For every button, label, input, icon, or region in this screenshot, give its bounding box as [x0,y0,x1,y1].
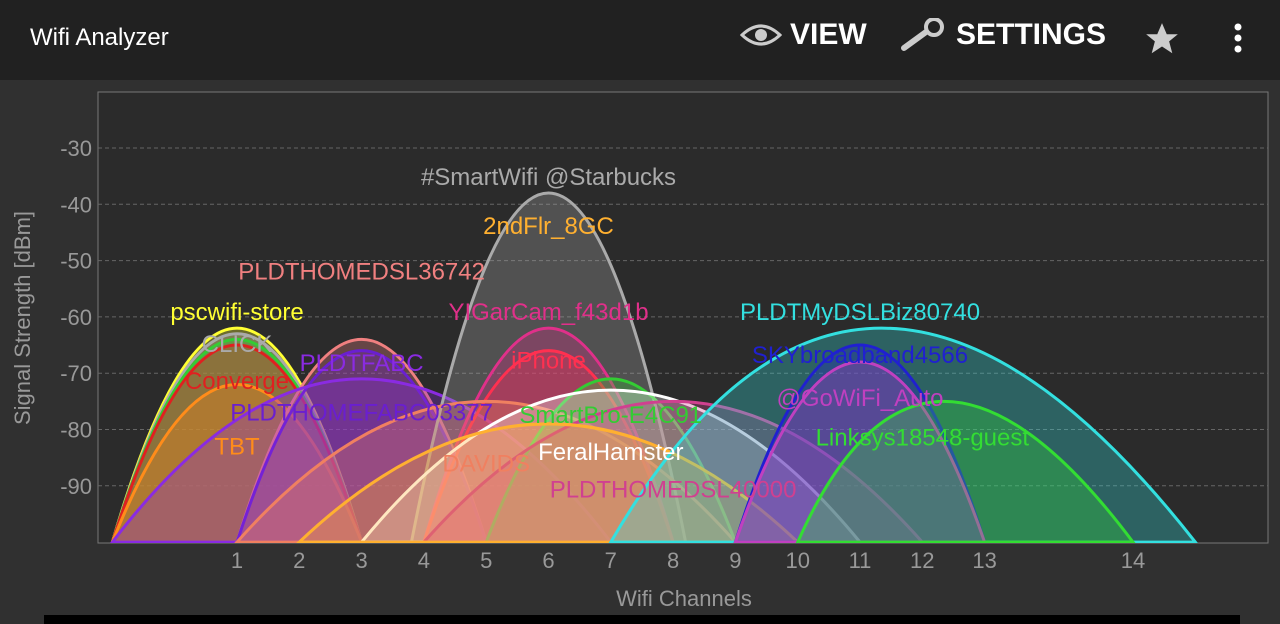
y-tick-label: -80 [60,418,92,443]
star-icon[interactable] [1142,20,1182,58]
app-title: Wifi Analyzer [30,24,169,51]
network-label: PLDTHOMEDSL40000 [550,476,797,503]
x-tick-label: 6 [542,548,554,573]
x-tick-label: 3 [355,548,367,573]
x-tick-label: 4 [418,548,430,573]
settings-label: SETTINGS [956,18,1107,51]
more-vert-icon[interactable] [1230,22,1246,54]
network-label: PLDTFABC [300,350,424,377]
x-tick-label: 2 [293,548,305,573]
network-arc [109,377,614,543]
network-arc [484,377,738,543]
y-tick-label: -60 [60,305,92,330]
network-arc [733,360,987,543]
network-arc [358,388,863,543]
network-label: @GoWiFi_Auto [776,385,943,412]
plot-area [97,91,1269,544]
app-bar: Wifi Analyzer VIEW SETTINGS [0,0,1280,80]
network-label: PLDTHOMEFABC03377 [230,400,493,427]
settings-button[interactable]: SETTINGS [900,18,1106,52]
x-tick-label: 11 [849,548,872,573]
network-arc [296,422,801,543]
eye-icon [740,24,782,46]
network-label: Linksys18548-guest [816,424,1030,451]
x-tick-label: 10 [785,548,809,573]
network-label: SKYbroadband4566 [752,342,968,369]
x-tick-label: 12 [910,548,934,573]
network-label: SmartBro-E4C91 [519,402,702,429]
x-tick-label: 5 [480,548,492,573]
network-label: CLICK [202,331,273,358]
network-arc [234,399,739,543]
network-label: DAVIDS [442,450,530,477]
network-label: TBT [214,433,260,460]
x-tick-label: 13 [972,548,996,573]
network-label: 2ndFlr_8GC [483,213,614,240]
y-tick-label: -30 [60,136,92,161]
x-tick-label: 8 [667,548,679,573]
network-label: FeralHamster [538,439,683,466]
network-arc [110,382,364,543]
wrench-icon [901,18,944,51]
ad-banner[interactable] [44,615,1240,624]
network-label: Converge [185,368,289,395]
network-label: PLDTHOMEDSL36742 [238,258,485,285]
network-label: YIGarCam_f43d1b [448,299,648,326]
network-label: PLDTMyDSLBiz80740 [740,299,980,326]
y-axis-label: Signal Strength [dBm] [10,211,35,425]
y-tick-label: -90 [60,474,92,499]
x-tick-label: 9 [729,548,741,573]
network-label: #SmartWifi @Starbucks [421,164,676,191]
network-arc [235,349,489,543]
x-tick-label: 7 [605,548,617,573]
network-arc [795,399,1136,543]
view-button[interactable]: VIEW [740,18,867,52]
y-tick-label: -40 [60,192,92,217]
network-arc [421,399,926,543]
x-axis-label: Wifi Channels [616,586,752,611]
x-tick-label: 1 [231,548,243,573]
view-label: VIEW [790,18,867,51]
y-tick-label: -50 [60,249,92,274]
y-tick-label: -70 [60,361,92,386]
x-tick-label: 14 [1121,548,1145,573]
network-arc [110,343,364,543]
network-label: iPhone [511,348,586,375]
network-label: pscwifi-store [170,299,303,326]
